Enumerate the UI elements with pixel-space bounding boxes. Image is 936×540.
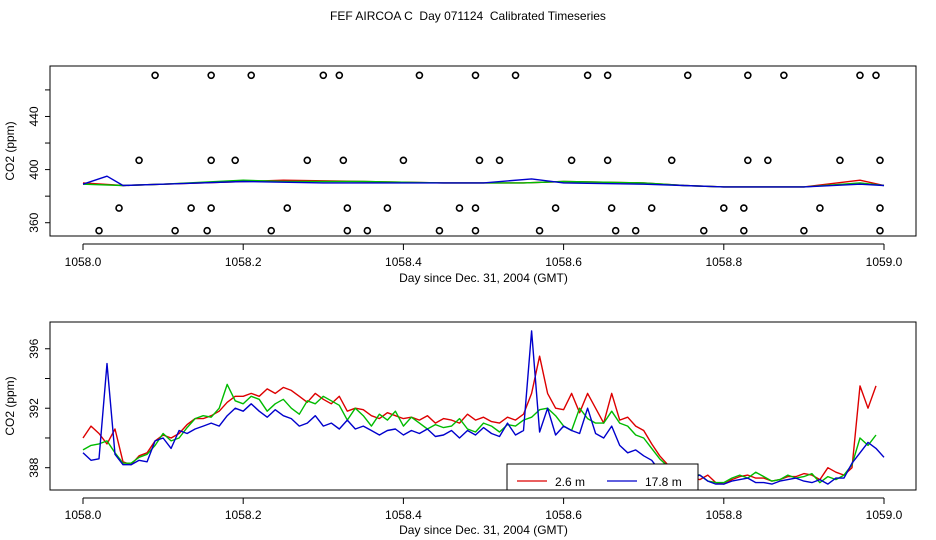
legend-box — [506, 463, 699, 491]
data-point — [455, 204, 464, 212]
data-point — [231, 156, 239, 165]
data-point — [475, 156, 484, 165]
x-axis-label: Day since Dec. 31, 2004 (GMT) — [399, 271, 568, 285]
data-point — [583, 71, 592, 80]
data-point — [647, 204, 656, 212]
data-point — [343, 226, 352, 235]
data-point — [283, 204, 292, 212]
data-point — [115, 204, 123, 212]
x-tick-label: 1059.0 — [866, 508, 903, 522]
y-axis-label: CO2 (ppm) — [3, 121, 17, 180]
data-point — [876, 156, 884, 165]
data-point — [207, 156, 215, 165]
data-point — [511, 71, 520, 80]
data-point — [740, 226, 748, 235]
x-tick-label: 1058.2 — [225, 508, 262, 522]
series-line-green — [82, 383, 877, 484]
data-point — [551, 204, 560, 212]
series-line-blue — [82, 175, 885, 188]
data-point — [856, 71, 864, 80]
data-point — [415, 71, 424, 80]
data-point — [207, 71, 215, 80]
data-point — [567, 156, 576, 165]
x-tick-label: 1058.8 — [705, 508, 742, 522]
data-point — [683, 71, 692, 80]
data-point — [603, 156, 612, 165]
series-line-blue — [82, 330, 885, 485]
x-tick-label: 1058.4 — [385, 255, 422, 269]
plot-frame — [49, 65, 917, 237]
data-point — [303, 156, 312, 165]
y-tick-label: 388 — [27, 457, 41, 477]
x-tick-label: 1058.2 — [225, 255, 262, 269]
y-tick-label: 440 — [27, 106, 41, 126]
data-point — [343, 204, 352, 212]
data-point — [535, 226, 544, 235]
bottom-panel: 1058.0 1058.2 1058.4 1058.6 1058.8 1059.0 Day … — [3, 321, 917, 537]
data-point — [267, 226, 276, 235]
data-point — [611, 226, 620, 235]
data-point — [836, 156, 844, 165]
data-point — [667, 156, 676, 165]
data-point — [203, 226, 211, 235]
data-point — [699, 226, 708, 235]
data-point — [247, 71, 256, 80]
legend-label: 17.8 m — [645, 475, 682, 489]
data-point — [363, 226, 372, 235]
data-point — [816, 204, 824, 212]
data-point — [607, 204, 616, 212]
data-point — [744, 156, 752, 165]
data-point — [495, 156, 504, 165]
data-point — [780, 71, 788, 80]
data-point — [471, 226, 480, 235]
data-point — [603, 71, 612, 80]
data-point — [800, 226, 808, 235]
data-point — [719, 204, 728, 212]
series-line-red — [82, 355, 877, 485]
x-tick-label: 1058.6 — [545, 255, 582, 269]
x-tick-label: 1058.0 — [65, 255, 102, 269]
data-point — [151, 71, 159, 80]
y-tick-label: 396 — [27, 338, 41, 358]
data-point — [872, 71, 880, 80]
x-tick-label: 1058.8 — [705, 255, 742, 269]
data-point — [876, 204, 884, 212]
data-point — [744, 71, 752, 80]
data-point — [207, 204, 215, 212]
data-point — [187, 204, 195, 212]
x-tick-label: 1059.0 — [866, 255, 903, 269]
data-point — [435, 226, 444, 235]
y-tick-label: 392 — [27, 398, 41, 418]
y-tick-label: 400 — [27, 159, 41, 179]
y-tick-label: 360 — [27, 212, 41, 232]
data-point — [339, 156, 348, 165]
x-tick-label: 1058.6 — [545, 508, 582, 522]
top-panel: 1058.0 1058.2 1058.4 1058.6 1058.8 1059.0 Day … — [3, 65, 917, 285]
data-point — [631, 226, 640, 235]
data-point — [764, 156, 772, 165]
data-point — [171, 226, 179, 235]
data-point — [383, 204, 392, 212]
data-point — [95, 226, 103, 235]
data-point — [471, 204, 480, 212]
legend-label: 2.6 m — [555, 475, 585, 489]
plot-frame — [49, 321, 917, 491]
data-point — [876, 226, 884, 235]
x-tick-label: 1058.4 — [385, 508, 422, 522]
data-point — [319, 71, 328, 80]
y-axis-label: CO2 (ppm) — [3, 376, 17, 435]
data-point — [135, 156, 143, 165]
x-axis-label: Day since Dec. 31, 2004 (GMT) — [399, 523, 568, 537]
data-point — [740, 204, 748, 212]
data-point — [471, 71, 480, 80]
data-point — [399, 156, 408, 165]
data-point — [335, 71, 344, 80]
page-title: FEF AIRCOA C Day 071124 Calibrated Times… — [330, 9, 606, 23]
x-tick-label: 1058.0 — [65, 508, 102, 522]
